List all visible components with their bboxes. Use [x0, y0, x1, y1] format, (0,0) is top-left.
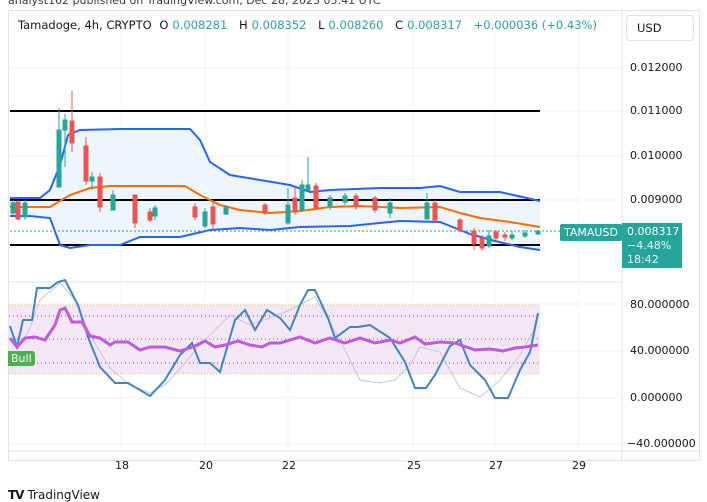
bollinger-fill: [10, 129, 540, 250]
price-tick: 0.012000: [630, 61, 683, 74]
time-tick: 25: [407, 459, 421, 472]
currency-button[interactable]: USD: [626, 15, 694, 41]
low-value: 0.008260: [328, 18, 384, 32]
osc-tick: 0.000000: [630, 391, 683, 404]
time-tick: 20: [199, 459, 213, 472]
osc-tick: 40.000000: [630, 344, 690, 357]
stoch-k-line: [9, 278, 539, 399]
bar-countdown: 18:42: [627, 253, 659, 266]
time-tick: 27: [489, 459, 503, 472]
high-value: 0.008352: [251, 18, 307, 32]
tradingview-brand: TradingView: [27, 488, 100, 502]
low-label: L: [318, 18, 325, 32]
time-tick: 22: [282, 459, 296, 472]
close-value: 0.008317: [407, 18, 462, 32]
candles: [10, 91, 541, 251]
bollinger-upper: [10, 128, 541, 202]
price-tick: 0.011000: [630, 104, 683, 117]
symbol-info: Tamadoge, 4h, CRYPTO: [18, 18, 152, 32]
time-tick: 29: [572, 459, 586, 472]
open-value: 0.008281: [172, 18, 228, 32]
osc-tick: 80.000000: [630, 298, 690, 311]
bollinger-lower: [10, 215, 541, 251]
bull-badge: Bull: [8, 351, 35, 366]
last-price-tag: 0.008317 −4.48% 18:42: [622, 223, 682, 268]
open-label: O: [159, 18, 169, 32]
change-value: +0.000036 (+0.43%): [473, 18, 597, 32]
last-price: 0.008317: [627, 225, 680, 238]
bollinger-basis: [10, 185, 541, 228]
rsi-line: [8, 306, 539, 353]
time-tick: 18: [115, 459, 129, 472]
change-percent: −4.48%: [627, 239, 672, 252]
osc-tick: −40.000000: [627, 437, 696, 450]
price-tick: 0.009000: [630, 193, 683, 206]
price-tick: 0.010000: [630, 149, 683, 162]
symbol-price-tag: TAMAUSD: [560, 224, 622, 241]
tradingview-logo-icon: TV: [8, 488, 25, 502]
chart-legend: Tamadoge, 4h, CRYPTO O 0.008281 H 0.008352…: [18, 18, 601, 32]
tradingview-footer[interactable]: TV TradingView: [8, 488, 100, 502]
close-label: C: [395, 18, 404, 32]
high-label: H: [238, 18, 248, 32]
publish-info: analyst162 published on TradingView.com,…: [8, 0, 381, 7]
